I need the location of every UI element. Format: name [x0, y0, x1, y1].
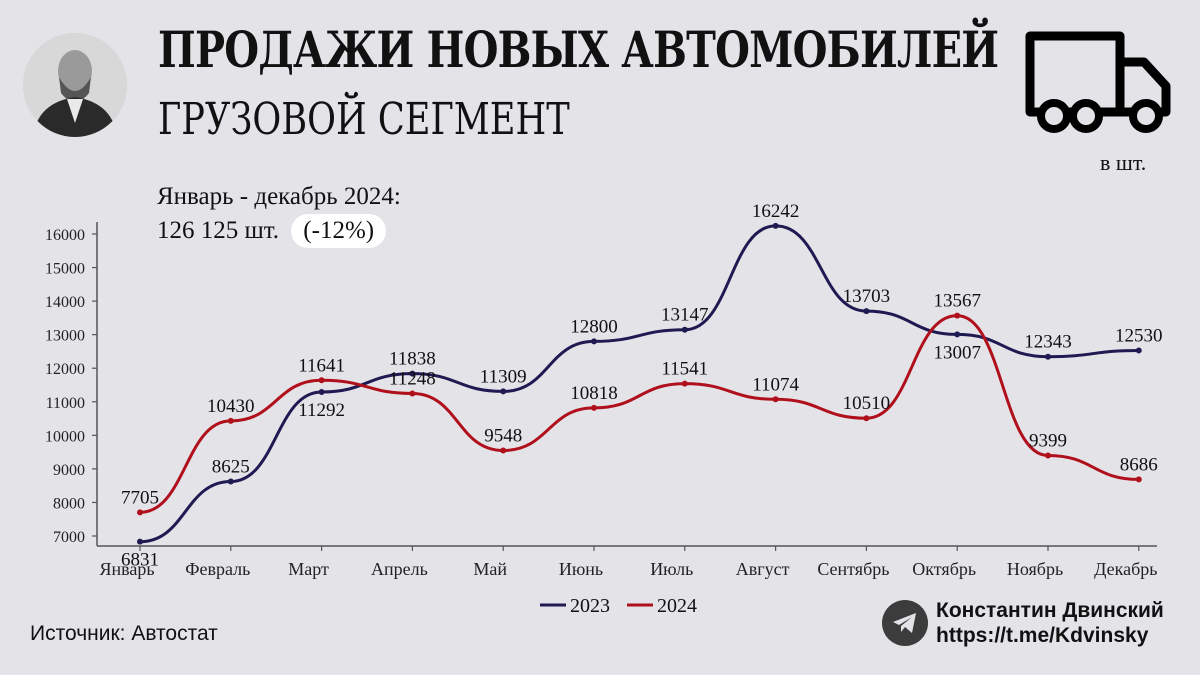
data-point	[591, 404, 597, 411]
data-label: 12343	[1024, 332, 1072, 353]
data-label: 12800	[570, 316, 618, 337]
summary-total-line: 126 125 шт. (-12%)	[157, 214, 401, 248]
data-label: 7705	[121, 487, 159, 508]
page-title: ПРОДАЖИ НОВЫХ АВТОМОБИЛЕЙ	[158, 20, 999, 79]
data-point	[863, 308, 870, 315]
y-tick-label: 11000	[46, 395, 85, 412]
data-label: 10510	[843, 393, 891, 414]
x-tick-label: Октябрь	[912, 559, 976, 579]
data-label: 11541	[661, 359, 708, 380]
data-point	[772, 222, 779, 229]
data-point	[1135, 347, 1142, 354]
data-point	[591, 338, 597, 345]
x-tick-label: Июль	[650, 559, 693, 579]
data-label: 10818	[570, 383, 618, 404]
x-tick-label: Февраль	[185, 559, 250, 579]
data-point	[1045, 452, 1051, 459]
data-label: 11292	[298, 400, 345, 421]
x-tick-label: Январь	[99, 559, 154, 579]
data-point	[500, 388, 507, 395]
x-tick-label: Декабрь	[1094, 559, 1157, 579]
data-point	[1135, 476, 1142, 483]
data-point	[954, 312, 961, 319]
chart-legend: 2023 2024	[540, 595, 697, 617]
author-block[interactable]: Константин Двинский https://t.me/Kdvinsk…	[882, 598, 1164, 648]
summary-period: Январь - декабрь 2024:	[157, 183, 401, 210]
data-point	[954, 331, 961, 338]
data-point	[681, 380, 688, 387]
source-label: Источник: Автостат	[30, 622, 218, 645]
data-label: 16242	[752, 201, 800, 222]
truck-icon	[1025, 31, 1171, 133]
data-label: 13567	[933, 291, 981, 312]
summary-total: 126 125 шт.	[157, 217, 280, 244]
data-point	[318, 388, 325, 395]
x-tick-label: Ноябрь	[1007, 559, 1063, 579]
unit-label: в шт.	[1100, 150, 1147, 175]
x-tick-label: Апрель	[371, 559, 428, 579]
y-tick-label: 12000	[45, 361, 85, 378]
legend-label: 2023	[570, 595, 610, 617]
y-tick-label: 8000	[53, 495, 85, 512]
x-tick-label: Март	[288, 559, 329, 579]
data-label: 12530	[1115, 325, 1163, 346]
data-point	[137, 538, 143, 545]
y-tick-label: 16000	[45, 227, 85, 244]
y-tick-label: 7000	[53, 529, 85, 546]
data-label: 13703	[843, 286, 891, 307]
data-point	[772, 396, 779, 403]
data-point	[863, 415, 870, 422]
x-tick-label: Июнь	[559, 559, 603, 579]
author-name: Константин Двинский	[936, 599, 1164, 622]
telegram-icon	[882, 600, 928, 646]
y-tick-label: 10000	[45, 428, 85, 445]
summary-block: Январь - декабрь 2024: 126 125 шт. (-12%…	[157, 180, 401, 248]
data-label: 8625	[212, 456, 250, 477]
y-tick-label: 14000	[45, 294, 85, 311]
data-label: 13007	[933, 342, 981, 363]
data-label: 11074	[752, 374, 799, 395]
data-point	[227, 417, 234, 424]
x-tick-label: Август	[736, 559, 790, 579]
y-tick-label: 9000	[53, 462, 85, 479]
x-tick-label: Сентябрь	[817, 559, 889, 579]
y-tick-label: 13000	[45, 328, 85, 345]
data-label: 8686	[1120, 454, 1158, 475]
x-tick-label: Май	[473, 559, 507, 579]
series-line-2024	[139, 314, 1139, 514]
data-point	[409, 390, 416, 397]
y-tick-label: 15000	[45, 261, 85, 278]
series-line-2023	[139, 224, 1139, 544]
data-label: 11838	[389, 349, 436, 370]
author-link[interactable]: https://t.me/Kdvinsky	[936, 624, 1149, 647]
summary-change-badge: (-12%)	[291, 214, 387, 248]
data-label: 11248	[389, 368, 436, 389]
data-point	[227, 478, 234, 485]
data-label: 9548	[484, 426, 522, 447]
legend-label: 2024	[657, 595, 697, 617]
data-point	[318, 377, 325, 384]
data-point	[500, 447, 507, 454]
data-point	[1045, 353, 1051, 360]
data-label: 10430	[207, 396, 255, 417]
page-subtitle: ГРУЗОВОЙ СЕГМЕНТ	[158, 94, 570, 145]
data-label: 13147	[661, 305, 709, 326]
data-point	[137, 509, 143, 516]
portrait-photo	[23, 33, 127, 137]
data-label: 11641	[298, 355, 345, 376]
data-label: 11309	[480, 366, 527, 387]
data-point	[409, 370, 416, 377]
data-label: 9399	[1029, 431, 1067, 452]
data-label: 6831	[121, 550, 159, 571]
portrait-icon	[23, 33, 127, 137]
data-point	[681, 326, 688, 333]
